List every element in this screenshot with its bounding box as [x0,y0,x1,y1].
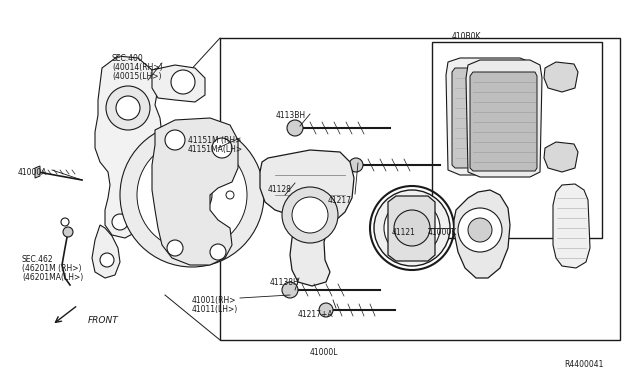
Circle shape [394,210,430,246]
Circle shape [200,155,208,163]
Circle shape [171,70,195,94]
Text: 41151MA(LH>: 41151MA(LH> [188,145,243,154]
Circle shape [184,187,200,203]
Circle shape [100,253,114,267]
Polygon shape [466,60,542,177]
Circle shape [374,190,450,266]
Circle shape [210,244,226,260]
Polygon shape [388,196,435,261]
Text: SEC.400: SEC.400 [112,54,144,63]
Polygon shape [152,65,205,102]
Circle shape [157,169,165,177]
Text: 41000K: 41000K [428,228,457,237]
Circle shape [292,197,328,233]
Text: 4113BH: 4113BH [276,111,306,120]
Bar [432,42,602,238]
Polygon shape [35,166,40,178]
Text: SEC.462: SEC.462 [22,255,54,264]
Polygon shape [92,225,120,278]
Circle shape [112,214,128,230]
Polygon shape [260,150,354,286]
Text: (40014(RH>): (40014(RH>) [112,63,163,72]
Circle shape [63,227,73,237]
Text: (40015(LH>): (40015(LH>) [112,72,161,81]
Circle shape [116,96,140,120]
Circle shape [282,282,298,298]
Polygon shape [544,62,578,92]
Circle shape [120,123,264,267]
Polygon shape [95,56,162,238]
Circle shape [165,130,185,150]
Text: 41151M (RH>: 41151M (RH> [188,136,241,145]
Text: 410B0K: 410B0K [452,32,481,41]
Polygon shape [553,184,590,268]
Circle shape [137,140,247,250]
Bar [220,38,620,340]
Text: 41217: 41217 [328,196,352,205]
Circle shape [172,175,212,215]
Polygon shape [152,118,238,265]
Circle shape [458,208,502,252]
Text: (46201M (RH>): (46201M (RH>) [22,264,81,273]
Text: 41121: 41121 [392,228,416,237]
Polygon shape [446,58,532,175]
Circle shape [282,187,338,243]
Text: R4400041: R4400041 [564,360,604,369]
Circle shape [319,303,333,317]
Text: 41138H: 41138H [270,278,300,287]
Circle shape [167,240,183,256]
Text: FRONT: FRONT [88,316,119,325]
Polygon shape [470,72,537,171]
Text: 41128: 41128 [268,185,292,194]
Polygon shape [454,190,510,278]
Circle shape [61,218,69,226]
Text: 41011(LH>): 41011(LH>) [192,305,238,314]
Circle shape [106,86,150,130]
Circle shape [384,200,440,256]
Circle shape [226,191,234,199]
Text: 41000A: 41000A [18,168,47,177]
Polygon shape [544,142,578,172]
Text: (46201MA(LH>): (46201MA(LH>) [22,273,83,282]
Text: 41001(RH>: 41001(RH> [192,296,237,305]
Circle shape [212,138,232,158]
Circle shape [157,213,165,221]
Circle shape [200,227,208,235]
Text: 41217+A: 41217+A [298,310,333,319]
Text: 41000L: 41000L [310,348,339,357]
Circle shape [287,120,303,136]
Polygon shape [452,68,520,168]
Circle shape [468,218,492,242]
Circle shape [349,158,363,172]
